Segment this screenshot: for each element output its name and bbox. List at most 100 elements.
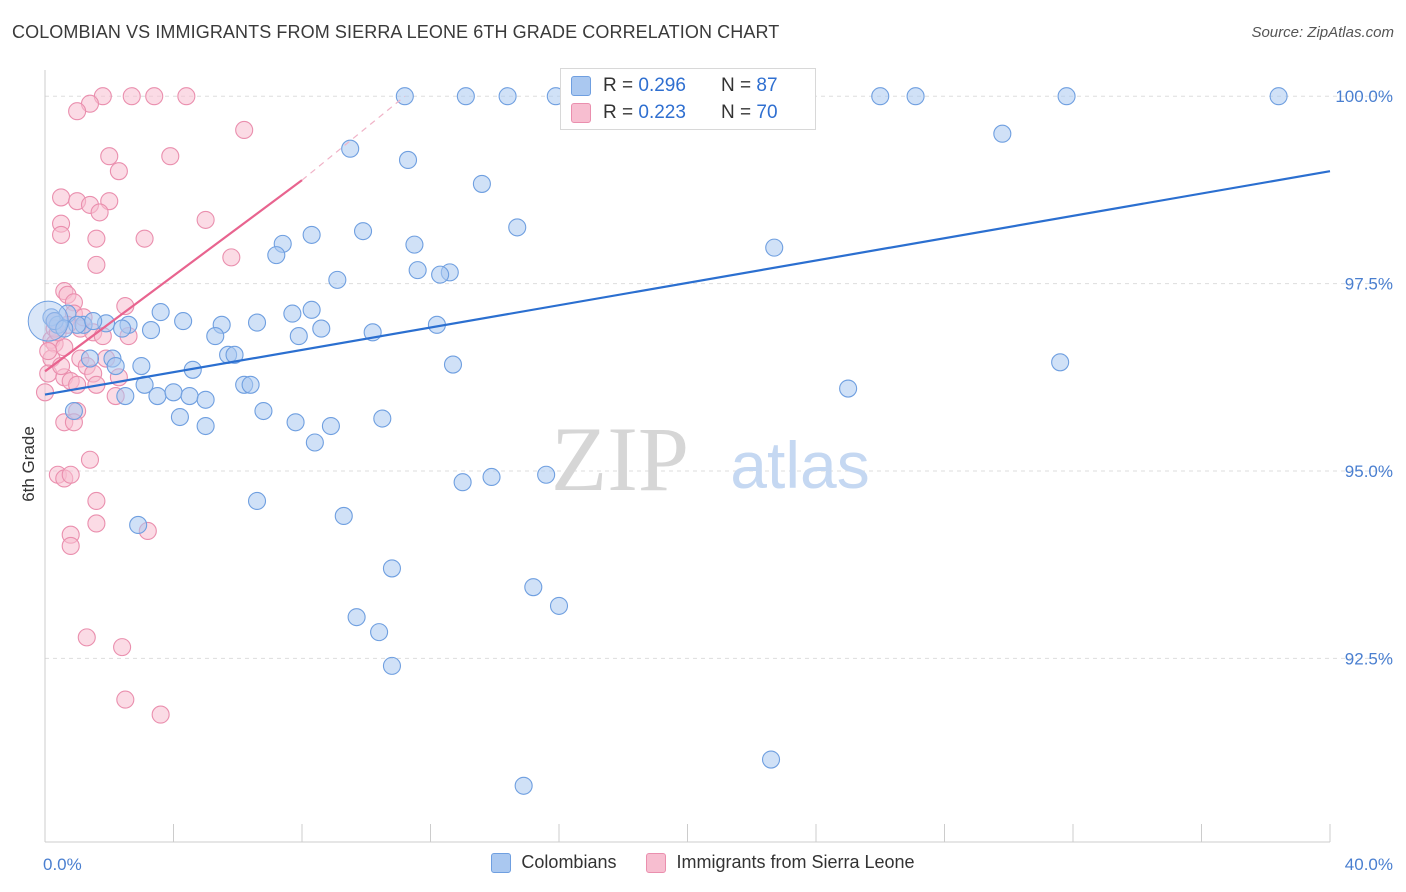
data-point-sierra-leone <box>61 465 80 484</box>
trend-line-sierra-leone-extension <box>301 95 406 181</box>
data-point-colombians <box>353 222 373 241</box>
series-sierra-leone-points <box>35 87 254 724</box>
y-tick-label: 92.5% <box>1345 649 1393 668</box>
data-point-sierra-leone <box>109 162 128 181</box>
data-point-colombians <box>286 413 305 432</box>
data-point-sierra-leone <box>122 87 141 106</box>
data-point-sierra-leone <box>87 255 106 274</box>
data-point-colombians <box>508 218 527 237</box>
data-point-sierra-leone <box>161 147 180 166</box>
data-point-colombians <box>482 467 501 487</box>
data-point-colombians <box>514 776 533 795</box>
data-point-colombians <box>408 261 427 280</box>
data-point-colombians <box>225 345 244 364</box>
correlation-legend: R = 0.296 N = 87 R = 0.223 N = 70 <box>560 68 816 130</box>
trend-lines <box>44 95 1331 396</box>
data-point-colombians <box>106 357 125 376</box>
data-point-sierra-leone <box>61 536 80 555</box>
y-tick-label: 100.0% <box>1335 87 1393 106</box>
data-point-colombians <box>370 623 389 642</box>
data-point-colombians <box>398 150 418 169</box>
data-point-colombians <box>196 390 215 409</box>
data-point-colombians <box>382 656 402 675</box>
data-point-colombians <box>549 596 569 615</box>
x-tick-label: 0.0% <box>43 855 82 874</box>
legend-row-colombians: R = 0.296 N = 87 <box>571 75 778 97</box>
data-point-colombians <box>55 319 74 338</box>
data-point-sierra-leone <box>87 491 106 511</box>
data-point-colombians <box>267 246 286 265</box>
data-point-colombians <box>151 303 170 322</box>
data-point-colombians <box>341 139 360 158</box>
legend-item-colombians[interactable]: Colombians <box>491 852 616 873</box>
legend-r-value: 0.223 <box>638 102 686 123</box>
series-legend: Colombians Immigrants from Sierra Leone <box>0 852 1406 873</box>
data-point-colombians <box>116 386 135 406</box>
legend-item-sierra-leone[interactable]: Immigrants from Sierra Leone <box>646 852 915 873</box>
data-point-colombians <box>113 319 132 338</box>
y-axis-label: 6th Grade <box>19 426 38 502</box>
data-point-sierra-leone <box>116 690 135 709</box>
watermark-zip: ZIP <box>551 408 689 510</box>
legend-n-value: 70 <box>756 102 778 123</box>
trend-line-colombians <box>44 170 1331 396</box>
x-tick-label: 40.0% <box>1345 855 1393 874</box>
data-point-colombians <box>148 386 167 406</box>
data-point-colombians <box>321 416 340 436</box>
data-point-colombians <box>373 409 392 428</box>
data-point-colombians <box>1051 353 1070 372</box>
legend-swatch-blue <box>491 852 512 873</box>
data-point-colombians <box>247 491 267 511</box>
data-point-colombians <box>993 124 1012 143</box>
data-point-colombians <box>283 304 302 323</box>
data-point-sierra-leone <box>90 203 109 222</box>
data-point-colombians <box>132 357 151 376</box>
data-point-colombians <box>305 433 324 452</box>
gridlines <box>45 95 1392 659</box>
data-point-sierra-leone <box>113 638 132 657</box>
axes <box>44 70 1331 843</box>
data-point-colombians <box>839 379 858 398</box>
data-point-colombians <box>871 87 890 106</box>
data-point-colombians <box>453 473 472 492</box>
data-point-sierra-leone <box>52 225 71 244</box>
watermark-atlas: atlas <box>730 428 869 502</box>
data-point-colombians <box>347 608 366 627</box>
tick-labels: 92.5% 95.0% 97.5% 100.0% 0.0% 40.0% <box>43 87 1393 874</box>
data-point-colombians <box>498 87 517 106</box>
data-point-sierra-leone <box>77 628 96 647</box>
data-point-colombians <box>765 238 784 257</box>
legend-row-sierra-leone: R = 0.223 N = 70 <box>571 102 778 124</box>
data-point-colombians <box>328 270 347 289</box>
y-tick-label: 97.5% <box>1345 275 1393 294</box>
data-point-colombians <box>302 300 321 319</box>
data-point-colombians-cluster <box>27 300 69 342</box>
data-point-sierra-leone <box>196 210 215 229</box>
data-point-sierra-leone <box>80 450 100 469</box>
data-point-colombians <box>170 407 189 427</box>
data-point-colombians <box>1269 87 1288 106</box>
data-point-sierra-leone <box>235 120 254 140</box>
data-point-colombians <box>443 355 463 374</box>
data-point-sierra-leone <box>52 188 71 207</box>
data-point-colombians <box>141 321 161 340</box>
data-point-colombians <box>64 401 83 421</box>
data-point-colombians <box>472 174 491 193</box>
data-point-colombians <box>761 750 781 769</box>
data-point-colombians <box>289 327 308 346</box>
data-point-colombians <box>524 578 543 597</box>
data-point-colombians <box>431 265 450 284</box>
legend-label: Immigrants from Sierra Leone <box>676 852 915 872</box>
data-point-colombians <box>312 319 331 338</box>
data-point-colombians <box>906 87 925 106</box>
trend-line-sierra-leone <box>44 179 303 373</box>
legend-swatch-pink <box>571 103 591 123</box>
legend-r-value: 0.296 <box>638 75 686 96</box>
data-point-colombians <box>196 416 215 436</box>
data-point-colombians <box>80 349 100 368</box>
data-point-colombians <box>247 313 267 332</box>
data-point-sierra-leone <box>68 102 87 121</box>
source-attribution: Source: ZipAtlas.com <box>1251 24 1394 41</box>
data-point-colombians <box>180 386 199 406</box>
